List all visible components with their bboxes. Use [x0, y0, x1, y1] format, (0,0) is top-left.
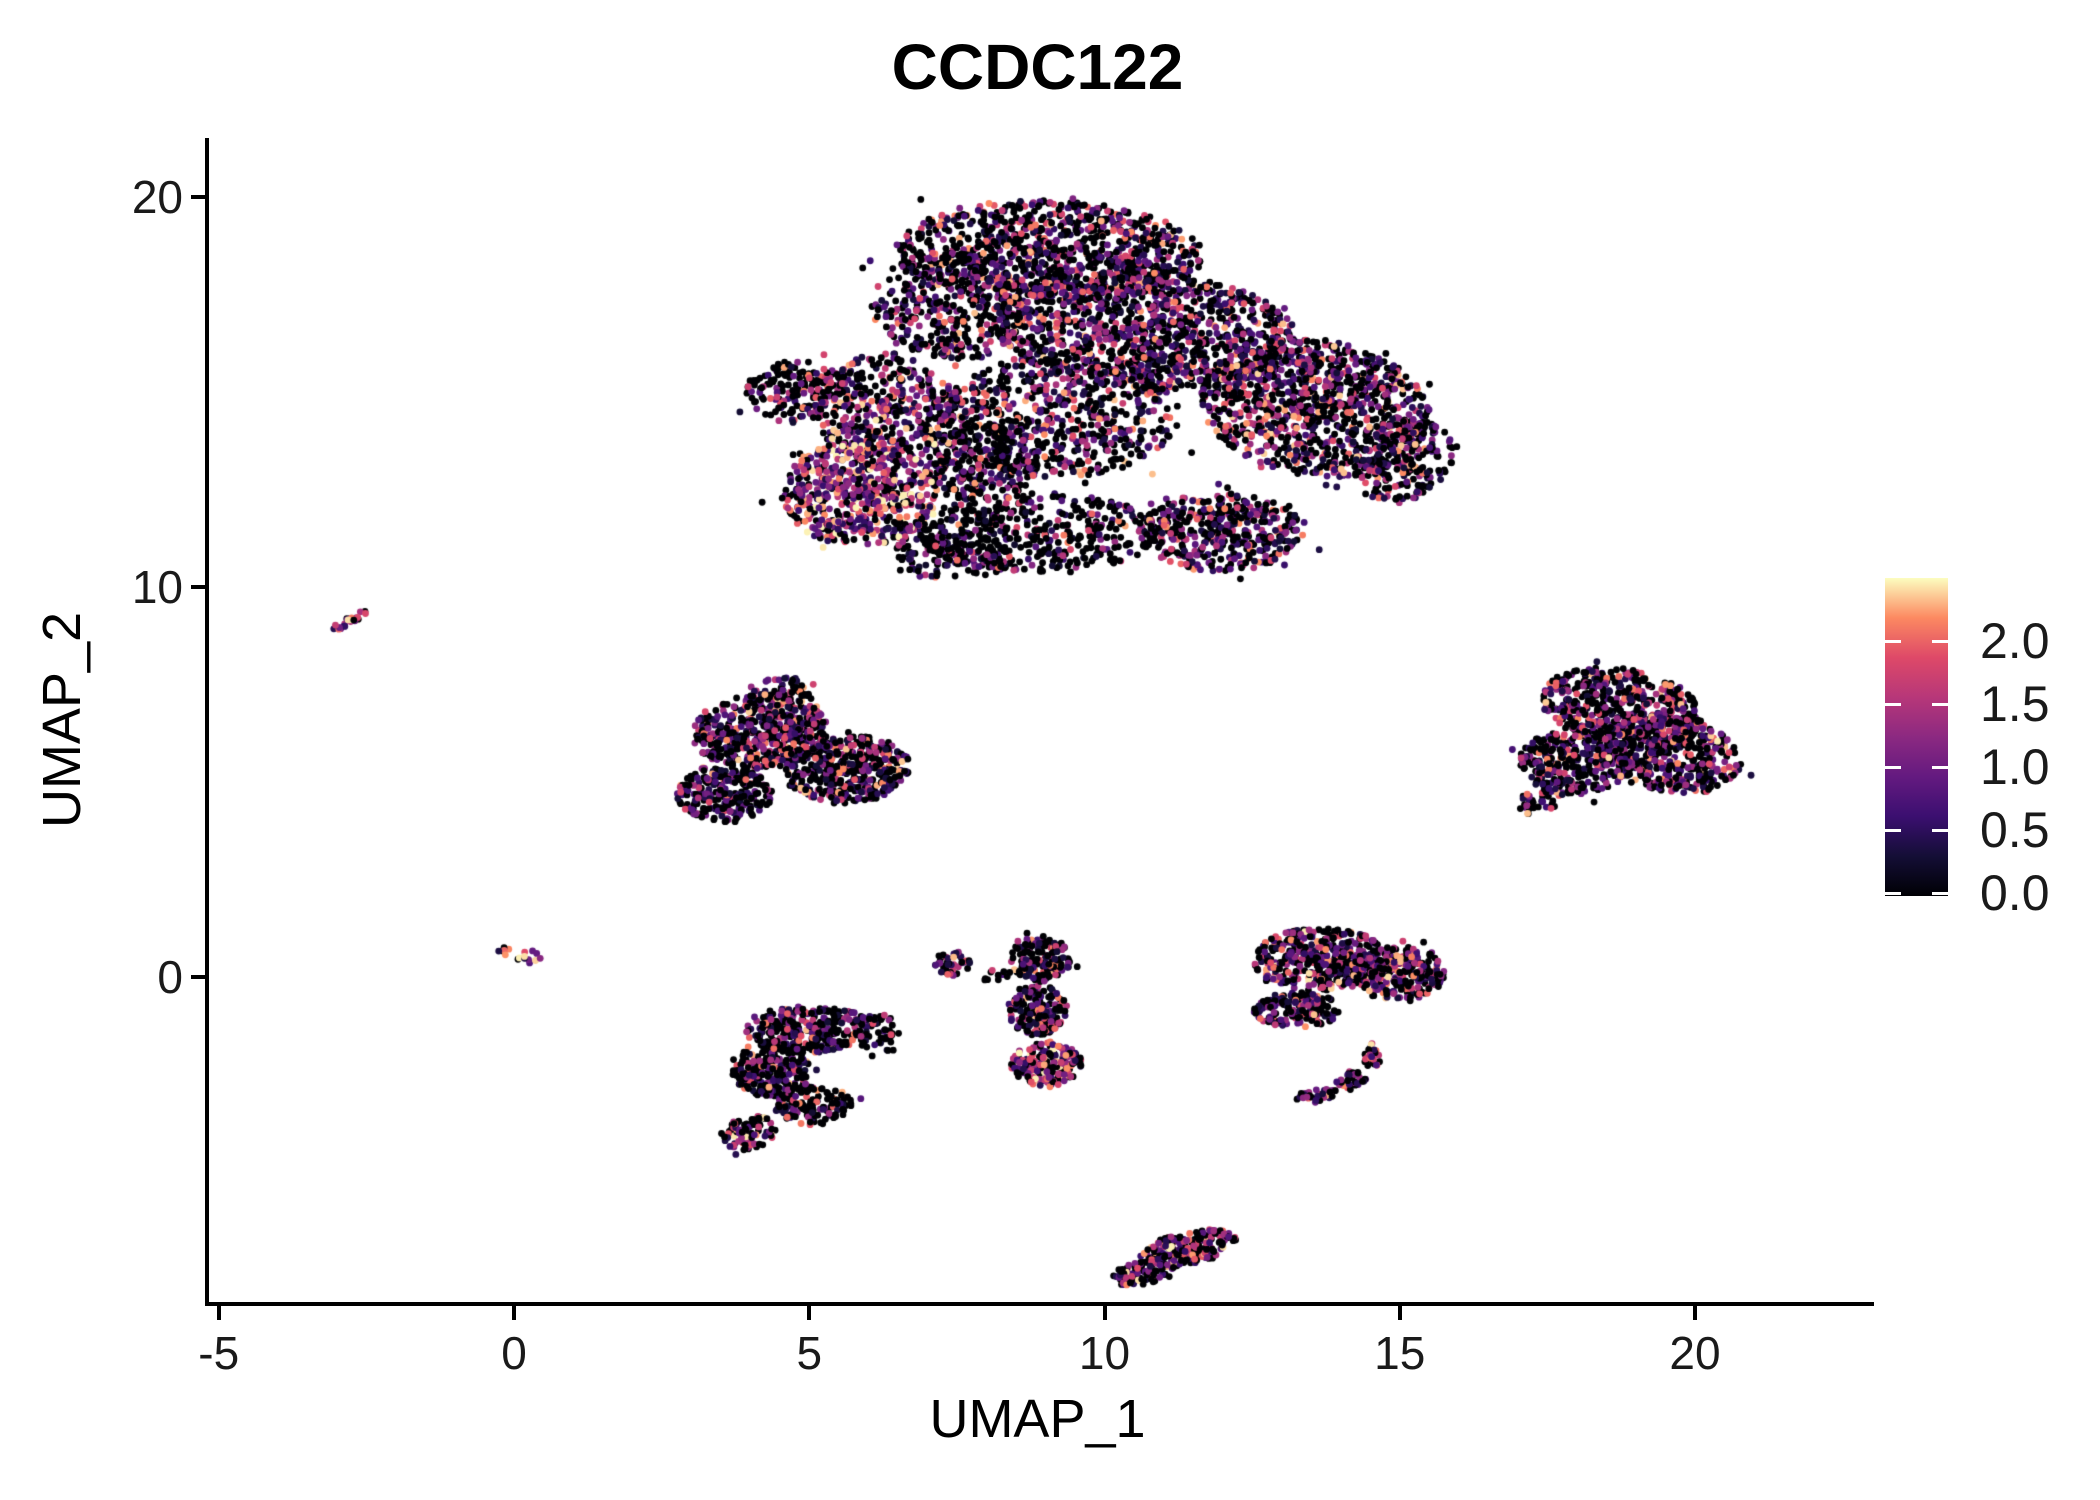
legend-tick-mark — [1932, 765, 1948, 769]
y-axis-title: UMAP_2 — [32, 611, 92, 829]
x-tick-label: 10 — [1078, 1327, 1131, 1379]
y-tick-mark — [191, 585, 205, 589]
x-tick-mark — [512, 1306, 516, 1320]
legend-tick-label: 2.0 — [1980, 613, 2050, 670]
x-tick-mark — [807, 1306, 812, 1320]
legend-tick-mark — [1932, 891, 1948, 895]
x-tick-label: -5 — [198, 1327, 240, 1379]
umap-scatter-canvas — [209, 138, 1874, 1302]
x-tick-mark — [216, 1306, 221, 1320]
legend-tick-mark — [1932, 828, 1948, 832]
y-tick-label: 10 — [131, 561, 183, 613]
y-tick-mark — [191, 975, 205, 979]
x-tick-label: 5 — [796, 1327, 823, 1379]
legend-colorbar — [1885, 578, 1948, 896]
x-tick-label: 20 — [1669, 1327, 1721, 1379]
chart-title: CCDC122 — [891, 31, 1184, 103]
legend-tick-mark — [1885, 639, 1901, 643]
y-tick-label: 20 — [131, 171, 183, 223]
legend-tick-label: 1.0 — [1980, 739, 2050, 796]
legend-tick-mark — [1885, 828, 1901, 832]
legend-tick-label: 0.5 — [1980, 802, 2050, 859]
legend-tick-mark — [1885, 702, 1901, 706]
x-tick-mark — [1102, 1306, 1107, 1320]
legend-tick-mark — [1932, 639, 1948, 643]
legend-tick-mark — [1885, 891, 1901, 895]
y-tick-label: 0 — [157, 951, 183, 1003]
x-tick-mark — [1693, 1306, 1697, 1320]
x-tick-mark — [1397, 1306, 1402, 1320]
legend-tick-mark — [1885, 765, 1901, 769]
x-tick-label: 15 — [1374, 1327, 1426, 1379]
plot-area — [205, 138, 1874, 1306]
legend-tick-mark — [1932, 702, 1948, 706]
legend-tick-label: 1.5 — [1980, 676, 2050, 733]
x-tick-label: 0 — [501, 1327, 527, 1379]
x-axis-title: UMAP_1 — [929, 1389, 1146, 1449]
legend-tick-label: 0.0 — [1980, 865, 2050, 921]
y-tick-mark — [191, 195, 205, 199]
